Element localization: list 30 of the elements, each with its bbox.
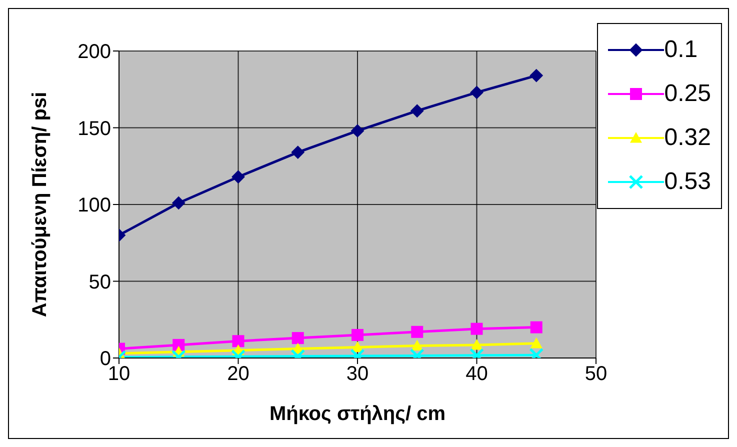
x-tick-label: 30 (346, 363, 369, 386)
legend-label: 0.1 (664, 36, 698, 64)
legend-label: 0.32 (664, 124, 711, 152)
x-tick-label: 20 (227, 363, 250, 386)
point (351, 124, 364, 138)
point (470, 322, 483, 335)
point (172, 196, 186, 210)
point (291, 146, 304, 159)
x-tick-label: 50 (584, 363, 608, 386)
y-axis-title: Απαιτούμενη Πίεση/ psi (29, 92, 52, 318)
point (530, 337, 542, 348)
y-tick-label: 150 (78, 118, 111, 140)
point (410, 104, 424, 118)
x-axis-title: Μήκος στήλης/ cm (269, 403, 446, 425)
x-tick-label: 40 (466, 363, 488, 386)
point (352, 328, 364, 341)
y-tick-label: 50 (88, 271, 111, 294)
y-tick-label: 100 (78, 194, 111, 217)
point (411, 340, 424, 351)
point (470, 86, 484, 99)
point (411, 326, 424, 338)
legend-label: 0.25 (664, 80, 711, 108)
point (530, 69, 543, 82)
point (530, 321, 542, 334)
point (232, 335, 244, 348)
point (470, 338, 483, 350)
point (232, 170, 245, 184)
legend-label: 0.53 (664, 168, 711, 196)
y-tick-label: 200 (78, 41, 111, 64)
point (292, 332, 304, 344)
